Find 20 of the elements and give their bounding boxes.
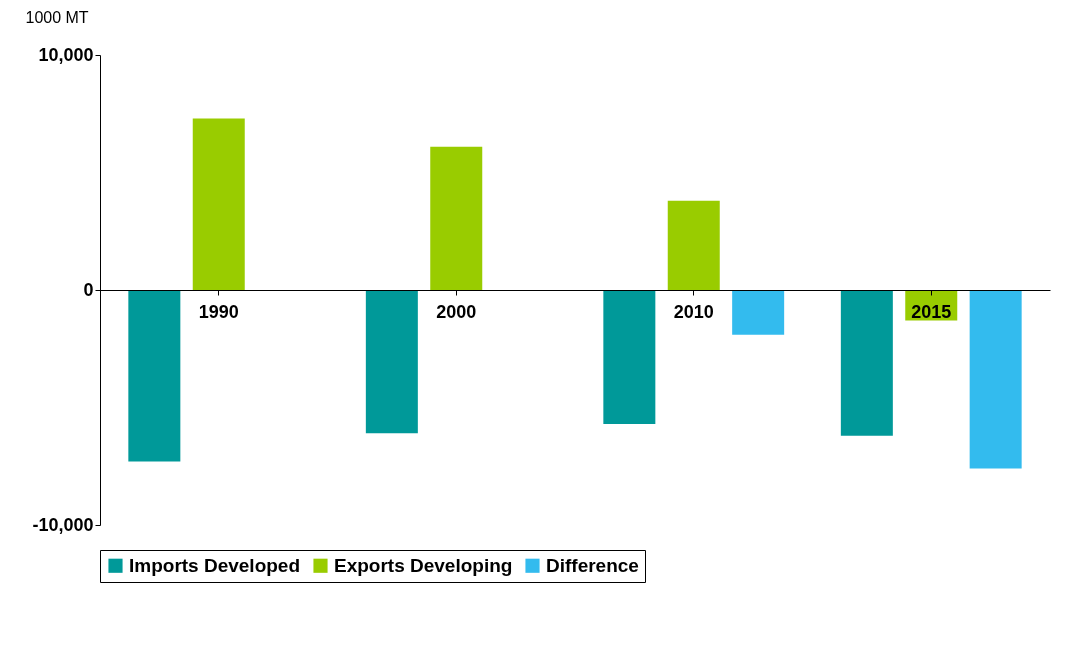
bar (840, 290, 893, 436)
legend-label: Imports Developed (129, 554, 301, 576)
y-tick-label: -10,000 (32, 514, 94, 535)
bar (969, 290, 1022, 469)
x-tick-label: 2010 (673, 301, 714, 322)
bar (192, 118, 245, 290)
x-tick-label: 2000 (436, 301, 477, 322)
x-tick-label: 2015 (911, 301, 952, 322)
bar (603, 290, 656, 424)
bar (365, 290, 418, 434)
x-tick-label: 1990 (198, 301, 239, 322)
bar (430, 146, 483, 290)
y-tick-label: 10,000 (38, 44, 94, 65)
bar (128, 290, 181, 462)
y-tick-label: 0 (83, 279, 94, 300)
legend-label: Difference (546, 554, 639, 576)
legend-label: Exports Developing (334, 554, 513, 576)
bar (667, 200, 720, 290)
y-axis-title: 1000 MT (25, 8, 89, 26)
bar (732, 290, 785, 335)
